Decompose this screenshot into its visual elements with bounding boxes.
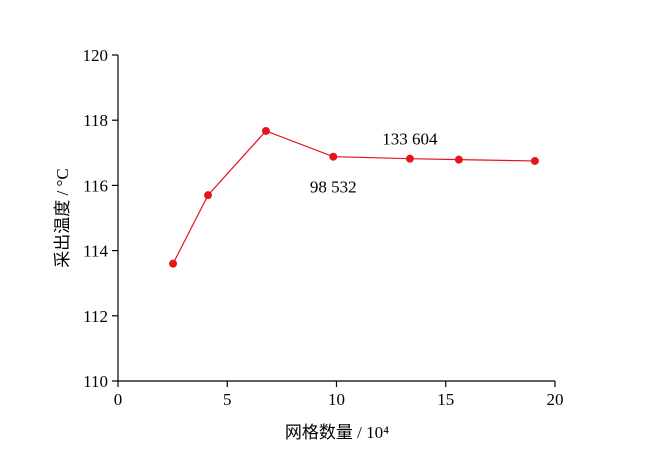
series-line — [172, 130, 535, 264]
y-tick-label: 114 — [83, 242, 108, 261]
y-tick-label: 118 — [83, 111, 108, 130]
y-tick-label: 116 — [83, 176, 108, 195]
y-tick-label: 120 — [83, 46, 109, 65]
y-axis-title: 采出温度 / °C — [53, 168, 72, 267]
data-point — [530, 156, 539, 165]
x-tick-label: 20 — [547, 390, 564, 409]
data-point — [405, 154, 414, 163]
y-tick-label: 112 — [83, 307, 108, 326]
x-tick-label: 10 — [328, 390, 345, 409]
x-tick-label: 15 — [437, 390, 454, 409]
y-tick-label: 110 — [83, 372, 108, 391]
data-point — [169, 259, 178, 268]
annotation: 98 532 — [310, 178, 357, 197]
x-tick-label: 5 — [223, 390, 232, 409]
annotation: 133 604 — [382, 130, 438, 149]
data-point — [329, 152, 338, 161]
data-point — [204, 191, 213, 200]
x-tick-label: 0 — [114, 390, 123, 409]
x-axis-title: 网格数量 / 10⁴ — [285, 423, 389, 442]
data-point — [261, 126, 270, 135]
data-point — [454, 155, 463, 164]
